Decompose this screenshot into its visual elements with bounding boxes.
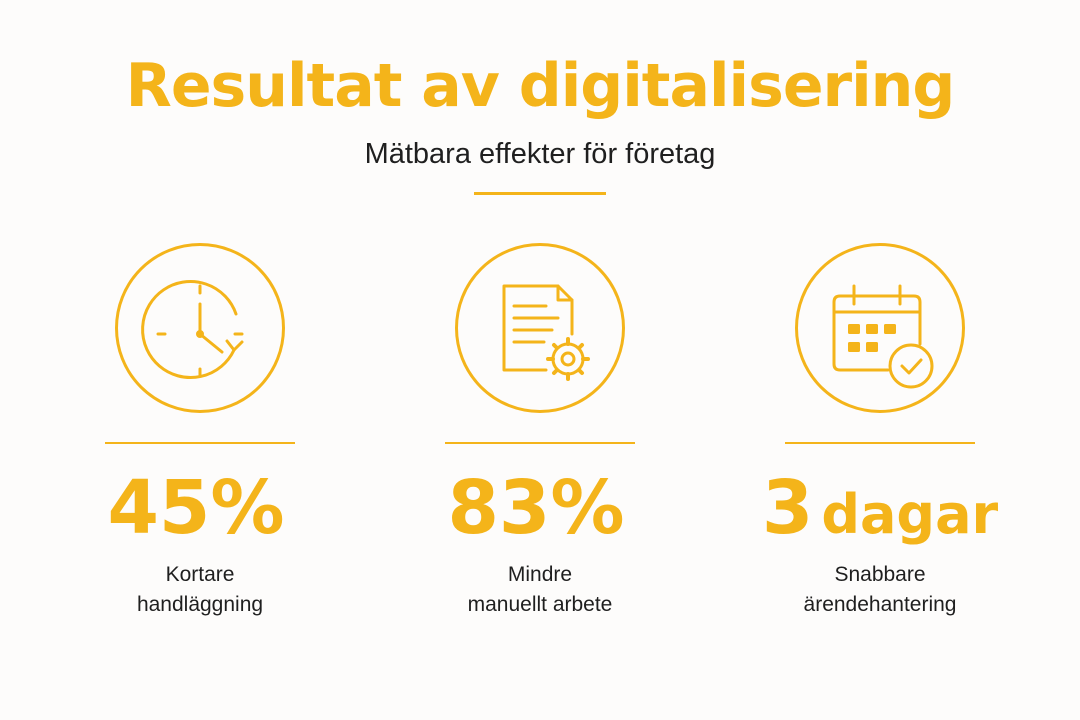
- stat-card-processing: 45% Kortare handläggning: [30, 0, 370, 720]
- document-gear-icon: [502, 284, 590, 381]
- stat-value: 45%: [107, 465, 285, 551]
- calendar-check-icon: [832, 284, 934, 389]
- stat-value: 3 dagar: [761, 465, 999, 551]
- stat-divider: [785, 442, 975, 444]
- clock-icon: [141, 280, 244, 379]
- stat-label: Mindre manuellt arbete: [370, 560, 710, 620]
- stat-label-line1: Kortare: [165, 563, 235, 586]
- stat-label-line1: Snabbare: [834, 563, 926, 586]
- stat-label: Kortare handläggning: [30, 560, 370, 620]
- stat-card-manual-work: 83% Mindre manuellt arbete: [370, 0, 710, 720]
- icon-circle: [115, 243, 285, 413]
- title-divider: [474, 192, 606, 195]
- stat-card-case-handling: 3 dagar Snabbare ärendehantering: [710, 0, 1050, 720]
- stat-label-line1: Mindre: [507, 563, 573, 586]
- stat-label: Snabbare ärendehantering: [710, 560, 1050, 620]
- page-subtitle: Mätbara effekter för företag: [364, 138, 716, 170]
- icon-circle: [455, 243, 625, 413]
- stat-divider: [445, 442, 635, 444]
- stat-divider: [105, 442, 295, 444]
- stat-label-line2: manuellt arbete: [467, 593, 613, 616]
- stat-value: 83%: [447, 465, 625, 551]
- icon-circle: [795, 243, 965, 413]
- page-title: Resultat av digitalisering: [125, 51, 956, 121]
- stat-label-line2: handläggning: [136, 593, 264, 616]
- stat-label-line2: ärendehantering: [803, 593, 957, 616]
